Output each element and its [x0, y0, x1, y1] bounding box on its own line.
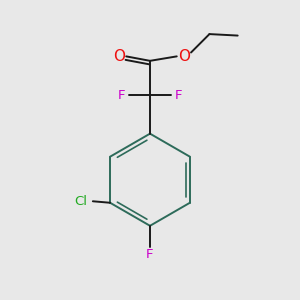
Text: O: O — [113, 49, 125, 64]
Text: F: F — [175, 88, 182, 101]
Text: F: F — [146, 248, 154, 260]
Text: O: O — [178, 49, 190, 64]
Text: F: F — [118, 88, 125, 101]
Text: Cl: Cl — [74, 195, 87, 208]
